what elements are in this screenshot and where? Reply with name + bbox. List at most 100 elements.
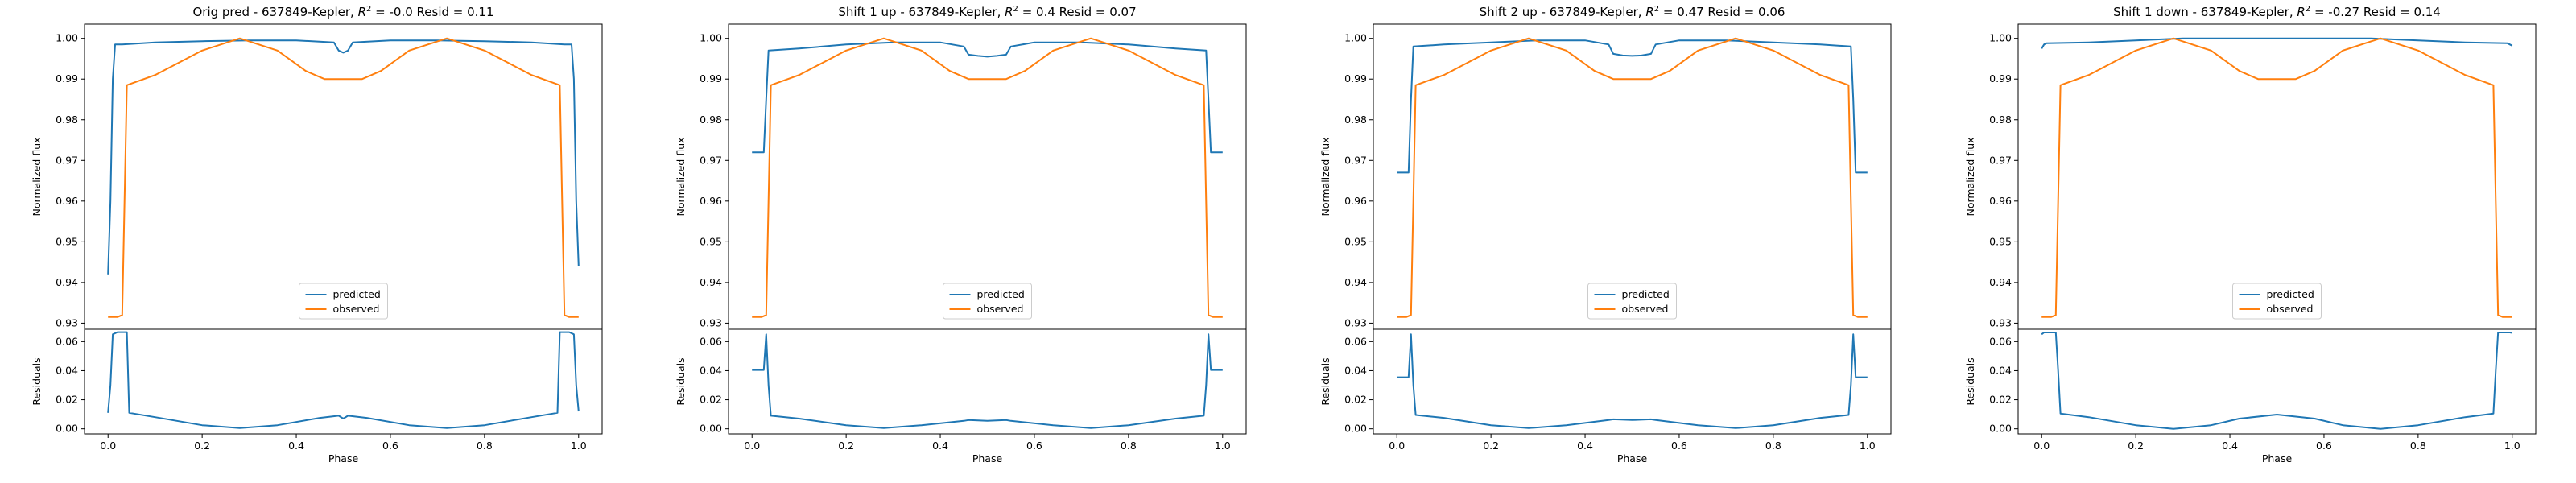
residual-axis-label: Residuals <box>675 357 687 405</box>
y-tick-label: 0.95 <box>1344 235 1367 247</box>
predicted-series-line <box>752 41 1223 154</box>
title-r: R <box>1645 5 1653 19</box>
subplot-1: Orig pred - 637849-Kepler, R2 = -0.0 Res… <box>31 5 603 464</box>
y-tick-label: 0.93 <box>56 316 78 328</box>
resid-y-tick-label: 0.00 <box>56 423 78 435</box>
residual-series-line <box>752 333 1223 429</box>
legend: predicted observed <box>1587 283 1677 320</box>
title-superscript: 2 <box>1654 5 1659 14</box>
resid-y-tick-label: 0.02 <box>1344 394 1367 406</box>
y-tick-label: 0.98 <box>1989 114 2012 126</box>
x-tick-label: 0.2 <box>1483 440 1499 452</box>
resid-y-tick-label: 0.00 <box>1344 423 1367 435</box>
resid-y-tick-label: 0.00 <box>700 423 722 435</box>
title-rest: = 0.4 Resid = 0.07 <box>1018 5 1137 19</box>
legend-label-predicted: predicted <box>333 288 381 300</box>
resid-y-tick-label: 0.06 <box>1989 335 2012 347</box>
title-text: Shift 1 down - 637849-Kepler, <box>2113 5 2297 19</box>
y-tick-label: 0.93 <box>700 316 722 328</box>
subplot-3: Shift 2 up - 637849-Kepler, R2 = 0.47 Re… <box>1319 5 1892 464</box>
residual-series-line <box>1397 333 1868 429</box>
chart-title: Shift 1 down - 637849-Kepler, R2 = -0.27… <box>2113 5 2441 19</box>
legend: predicted observed <box>943 283 1032 320</box>
y-tick-label: 0.96 <box>56 195 78 207</box>
resid-y-tick-label: 0.06 <box>1344 335 1367 347</box>
x-tick-label: 0.2 <box>194 440 210 452</box>
y-tick-label: 0.98 <box>1344 114 1367 126</box>
chart-title: Orig pred - 637849-Kepler, R2 = -0.0 Res… <box>192 5 493 19</box>
observed-series-line <box>2041 37 2512 318</box>
resid-y-tick-label: 0.06 <box>700 335 722 347</box>
residual-series-line <box>2041 332 2512 430</box>
x-tick-label: 1.0 <box>2504 440 2520 452</box>
y-tick-label: 0.94 <box>1344 276 1367 288</box>
chart-title: Shift 1 up - 637849-Kepler, R2 = 0.4 Res… <box>838 5 1136 19</box>
y-tick-label: 0.97 <box>1989 154 2012 166</box>
legend: predicted observed <box>2232 283 2322 320</box>
y-tick-label: 0.96 <box>700 195 722 207</box>
observed-series-line <box>108 37 579 318</box>
legend-label-observed: observed <box>1622 303 1669 315</box>
title-rest: = 0.47 Resid = 0.06 <box>1659 5 1785 19</box>
x-tick-label: 0.4 <box>1577 440 1593 452</box>
x-tick-label: 0.4 <box>2222 440 2238 452</box>
x-tick-label: 1.0 <box>571 440 587 452</box>
x-tick-label: 0.6 <box>1671 440 1687 452</box>
y-tick-label: 0.98 <box>700 114 722 126</box>
x-tick-label: 0.0 <box>2033 440 2050 452</box>
title-r: R <box>358 5 366 19</box>
resid-y-tick-label: 0.06 <box>56 335 78 347</box>
x-tick-label: 0.6 <box>1026 440 1042 452</box>
x-tick-label: 0.8 <box>1765 440 1781 452</box>
y-tick-label: 0.98 <box>56 114 78 126</box>
y-tick-label: 0.97 <box>56 154 78 166</box>
y-tick-label: 0.93 <box>1989 316 2012 328</box>
x-axis-label: Phase <box>2262 452 2293 464</box>
title-text: Shift 1 up - 637849-Kepler, <box>838 5 1005 19</box>
residual-axis-label: Residuals <box>1964 357 1976 405</box>
y-tick-label: 0.94 <box>56 276 78 288</box>
resid-y-tick-label: 0.04 <box>1989 364 2012 376</box>
legend: predicted observed <box>299 283 388 320</box>
y-tick-label: 0.94 <box>700 276 722 288</box>
y-tick-label: 0.97 <box>700 154 722 166</box>
residual-axes-frame <box>84 328 603 435</box>
residual-axis-label: Residuals <box>31 357 43 405</box>
title-rest: = -0.0 Resid = 0.11 <box>371 5 493 19</box>
title-superscript: 2 <box>366 5 371 14</box>
legend-label-predicted: predicted <box>2267 288 2314 300</box>
x-tick-label: 0.2 <box>838 440 854 452</box>
x-tick-label: 0.0 <box>100 440 116 452</box>
resid-y-tick-label: 0.02 <box>700 394 722 406</box>
x-tick-label: 1.0 <box>1215 440 1231 452</box>
resid-y-tick-label: 0.04 <box>700 364 722 376</box>
resid-y-tick-label: 0.04 <box>56 364 78 376</box>
x-tick-label: 0.4 <box>288 440 304 452</box>
legend-label-observed: observed <box>2267 303 2314 315</box>
legend-label-predicted: predicted <box>1622 288 1670 300</box>
y-tick-label: 0.96 <box>1989 195 2012 207</box>
x-axis-label: Phase <box>1617 452 1648 464</box>
chart-title: Shift 2 up - 637849-Kepler, R2 = 0.47 Re… <box>1480 5 1785 19</box>
title-text: Shift 2 up - 637849-Kepler, <box>1480 5 1646 19</box>
resid-y-tick-label: 0.00 <box>1989 423 2012 435</box>
title-rest: = -0.27 Resid = 0.14 <box>2310 5 2441 19</box>
resid-y-tick-label: 0.02 <box>56 394 78 406</box>
title-text: Orig pred - 637849-Kepler, <box>192 5 357 19</box>
y-axis-label: Normalized flux <box>675 137 687 216</box>
observed-series-line <box>752 37 1223 318</box>
y-axis-label: Normalized flux <box>31 137 43 216</box>
y-tick-label: 0.94 <box>1989 276 2012 288</box>
y-tick-label: 1.00 <box>1989 32 2012 44</box>
x-tick-label: 0.6 <box>2316 440 2332 452</box>
residual-axes-frame <box>728 328 1247 435</box>
observed-series-line <box>1397 37 1868 318</box>
y-axis-label: Normalized flux <box>1964 137 1976 216</box>
residual-axis-label: Residuals <box>1319 357 1331 405</box>
x-tick-label: 0.0 <box>1389 440 1405 452</box>
y-tick-label: 0.93 <box>1344 316 1367 328</box>
legend-label-observed: observed <box>333 303 380 315</box>
title-superscript: 2 <box>2306 5 2310 14</box>
predicted-series-line <box>1397 39 1868 174</box>
